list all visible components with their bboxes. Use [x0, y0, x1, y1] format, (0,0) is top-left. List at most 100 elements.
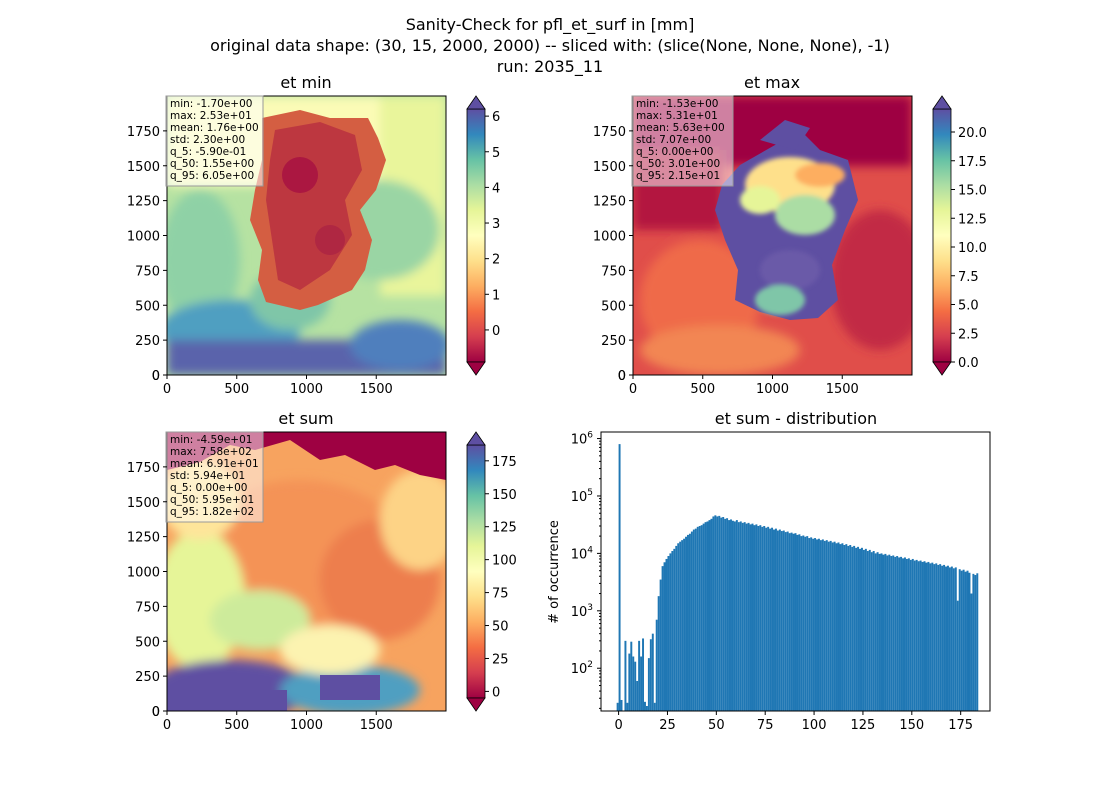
hist-bar: [937, 564, 940, 711]
stat-min: min: -1.53e+00: [636, 98, 718, 110]
y-tick-label: 102: [571, 660, 593, 677]
hist-bar: [970, 593, 973, 711]
stat-std: std: 7.07e+00: [636, 134, 711, 146]
hist-bar: [769, 528, 772, 711]
hist-bar: [857, 546, 860, 711]
hist-bar: [677, 543, 680, 711]
hist-bar: [962, 569, 965, 711]
stat-q5: q_5: 0.00e+00: [636, 146, 713, 158]
hist-bar: [839, 544, 842, 711]
hist-bar: [841, 543, 844, 711]
y-tick-label: 1750: [127, 461, 160, 476]
hist-bar: [933, 564, 936, 711]
stat-mean: mean: 6.91e+01: [170, 458, 259, 470]
hist-bar: [747, 522, 750, 711]
hist-bar: [647, 658, 650, 711]
x-tick-label: 25: [659, 718, 676, 733]
hist-bar: [675, 545, 678, 711]
hist-bar: [878, 553, 881, 711]
hist-bar: [763, 525, 766, 711]
x-tick-label: 150: [899, 718, 924, 733]
colorbar-tick-label: 6: [492, 110, 500, 125]
hist-bar: [702, 523, 705, 711]
panel-et-min: et min min: -1.70e+00 max: 2.53e+01: [127, 73, 500, 397]
hist-bar: [681, 540, 684, 711]
stat-q50: q_50: 3.01e+00: [636, 158, 720, 170]
hist-bar: [847, 545, 850, 711]
y-tick-label: 750: [135, 600, 160, 615]
hist-bar: [620, 699, 623, 711]
x-tick-label: 1500: [360, 382, 393, 397]
hist-bar: [814, 538, 817, 711]
hist-bar: [806, 536, 809, 711]
hist-bar: [808, 538, 811, 711]
colorbar-tick-label: 50: [492, 620, 509, 635]
et-sum-stats-box: min: -4.59e+01 max: 7.58e+02 mean: 6.91e…: [165, 431, 264, 523]
hist-bar: [829, 540, 832, 711]
y-tick-label: 1250: [127, 531, 160, 546]
hist-bar: [950, 566, 953, 711]
hist-bars: [616, 444, 979, 711]
x-tick-label: 175: [948, 718, 973, 733]
x-tick-label: 1000: [290, 718, 323, 733]
colorbar-tick-label: 15.0: [958, 184, 987, 199]
et-max-title: et max: [744, 73, 800, 92]
stat-min: min: -1.70e+00: [170, 98, 252, 110]
et-max-colorbar: 0.0 2.5 5.0 7.5 10.0 12.5 15.0 17.5 20.0: [932, 95, 987, 376]
hist-bar: [905, 558, 908, 711]
hist-bar: [694, 528, 697, 711]
hist-bar: [796, 534, 799, 711]
hist-bar: [884, 553, 887, 711]
hist-bar: [665, 558, 668, 711]
hist-bar: [810, 537, 813, 711]
hist-bar: [958, 569, 961, 711]
hist-bar: [825, 540, 828, 711]
hist-bar: [782, 530, 785, 711]
hist-bar: [765, 527, 768, 711]
x-tick-label: 1500: [826, 382, 859, 397]
hist-bar: [618, 444, 621, 711]
hist-bar: [917, 561, 920, 711]
hist-bar: [868, 549, 871, 711]
hist-bar: [812, 538, 815, 711]
y-tick-label: 0: [152, 369, 160, 384]
y-tick-label: 750: [601, 264, 626, 279]
y-tick-label: 105: [571, 488, 593, 505]
hist-bar: [771, 527, 774, 711]
hist-bar: [921, 561, 924, 711]
hist-bar: [778, 529, 781, 711]
hist-bar: [843, 544, 846, 711]
hist-bar: [819, 540, 822, 711]
hist-bar: [624, 640, 627, 711]
x-tick-label: 1000: [756, 382, 789, 397]
hist-bar: [855, 547, 858, 711]
hist-bar: [651, 633, 654, 711]
hist-bar: [915, 559, 918, 711]
hist-bar: [692, 529, 695, 711]
y-tick-label: 106: [571, 431, 594, 448]
y-tick-label: 1250: [127, 195, 160, 210]
y-tick-label: 104: [571, 545, 594, 562]
hist-bar: [898, 557, 901, 711]
hist-bar: [704, 522, 707, 711]
hist-bar: [800, 536, 803, 711]
hist-bar: [728, 520, 731, 711]
hist-bar: [835, 543, 838, 711]
x-tick-label: 100: [802, 718, 827, 733]
hist-bar: [866, 551, 869, 711]
hist-bar: [722, 517, 725, 711]
hist-bar: [907, 558, 910, 711]
hist-bar: [698, 525, 701, 711]
x-tick-label: 0: [163, 382, 171, 397]
y-tick-label: 250: [135, 670, 160, 685]
x-tick-label: 500: [224, 382, 249, 397]
colorbar-tick-label: 5: [492, 146, 500, 161]
hist-bar: [655, 619, 658, 711]
colorbar-tick-label: 0: [492, 685, 500, 700]
hist-bar: [784, 532, 787, 711]
hist-bar: [976, 573, 979, 711]
colorbar-tick-label: 10.0: [958, 241, 987, 256]
hist-bar: [776, 530, 779, 711]
stat-max: max: 5.31e+01: [636, 110, 718, 122]
